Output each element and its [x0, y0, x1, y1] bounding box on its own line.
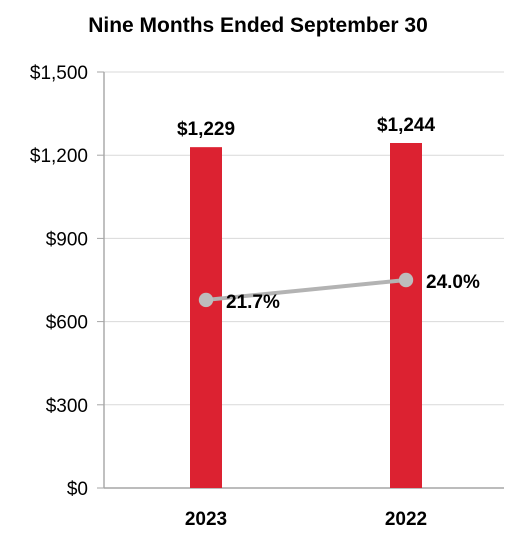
x-tick-label-2023: 2023: [185, 509, 227, 530]
y-tick-label-1500: $1,500: [30, 63, 88, 84]
y-tick-label-1200: $1,200: [30, 146, 88, 167]
labels: $1,229 $1,244 21.7% 24.0% 2023 2022: [177, 115, 480, 530]
bar-value-label-2022: $1,244: [377, 115, 436, 136]
y-tick-label-900: $900: [46, 229, 88, 250]
line-value-label-2022: 24.0%: [426, 272, 480, 293]
x-tick-label-2022: 2022: [385, 509, 427, 530]
axes: $0 $300 $600 $900 $1,200 $1,500: [30, 63, 504, 500]
line-value-label-2023: 21.7%: [226, 292, 280, 313]
percentage-line-path: [204, 278, 408, 302]
y-tick-label-300: $300: [46, 396, 88, 417]
y-tick-label-600: $600: [46, 313, 88, 334]
gridlines: [104, 71, 504, 406]
line-point-2022: [398, 272, 414, 288]
bar-2022: [390, 142, 422, 489]
bar-value-label-2023: $1,229: [177, 119, 235, 140]
chart-title: Nine Months Ended September 30: [88, 14, 428, 37]
bars: [190, 142, 422, 489]
line-point-2023: [198, 292, 214, 308]
percentage-line: [198, 272, 414, 308]
y-tick-label-0: $0: [67, 479, 88, 500]
bar-2023: [190, 147, 222, 488]
